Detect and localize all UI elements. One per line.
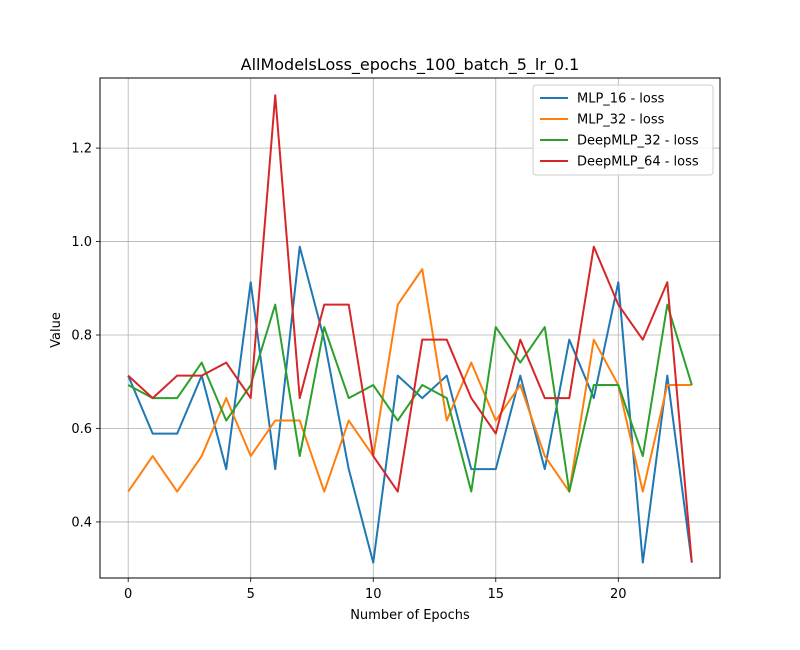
series-line-deepmlp-32-loss <box>127 303 693 493</box>
y-axis-label: Value <box>49 312 64 348</box>
legend-entry-label: DeepMLP_64 - loss <box>577 155 699 170</box>
series-line-deepmlp-64-loss <box>127 94 693 563</box>
legend-entry-label: MLP_16 - loss <box>577 92 665 107</box>
series-lines <box>127 94 693 564</box>
y-tick-label: 0.6 <box>71 422 92 437</box>
legend-entry-label: DeepMLP_32 - loss <box>577 134 699 149</box>
plot-frame <box>99 77 721 579</box>
x-tick-label: 5 <box>247 587 255 602</box>
y-tick-label: 1.0 <box>71 235 92 250</box>
x-tick-label: 15 <box>487 587 504 602</box>
y-tick-label: 0.8 <box>71 329 92 344</box>
y-tick-label: 0.4 <box>71 515 92 530</box>
series-line-mlp-16-loss <box>127 245 693 564</box>
x-tick-label: 0 <box>124 587 132 602</box>
chart-title: AllModelsLoss_epochs_100_batch_5_lr_0.1 <box>241 55 580 75</box>
y-axis-ticks: 0.4 0.6 0.8 1.0 1.2 <box>71 142 100 530</box>
legend-box <box>532 84 714 176</box>
x-tick-label: 10 <box>365 587 382 602</box>
legend-entry-label: MLP_32 - loss <box>577 113 665 128</box>
y-tick-label: 1.2 <box>71 142 92 157</box>
legend: MLP_16 - loss MLP_32 - loss DeepMLP_32 - l… <box>532 84 714 176</box>
x-tick-label: 20 <box>610 587 627 602</box>
x-axis-ticks: 0 5 10 15 20 <box>124 578 627 602</box>
x-axis-label: Number of Epochs <box>350 608 470 623</box>
series-line-mlp-32-loss <box>127 268 692 493</box>
